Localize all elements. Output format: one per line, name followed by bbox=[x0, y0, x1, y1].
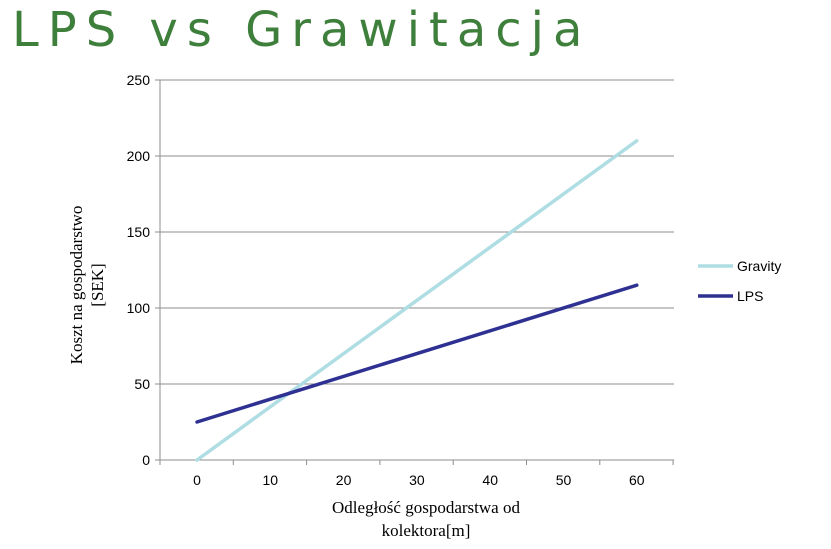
slide-title: LPS vs Grawitacja bbox=[12, 2, 592, 58]
legend-label-gravity: Gravity bbox=[737, 258, 781, 274]
x-axis-title-line: kolektora[m] bbox=[382, 521, 471, 540]
x-axis-title: Odległość gospodarstwa od kolektora[m] bbox=[332, 498, 520, 540]
x-tick-label: 20 bbox=[336, 472, 352, 488]
x-tick-label: 30 bbox=[409, 472, 425, 488]
y-tick-label: 0 bbox=[142, 452, 150, 468]
gridlines bbox=[160, 79, 674, 385]
y-tick-label: 50 bbox=[134, 376, 150, 392]
legend: Gravity LPS bbox=[698, 258, 781, 304]
axes bbox=[155, 79, 674, 465]
y-tick-label: 150 bbox=[127, 224, 151, 240]
x-axis-title-line: Odległość gospodarstwa od bbox=[332, 498, 520, 517]
y-tick-labels: 0 50 100 150 200 250 bbox=[127, 72, 151, 468]
x-tick-label: 10 bbox=[263, 472, 279, 488]
series-lines bbox=[195, 139, 639, 462]
y-tick-label: 200 bbox=[127, 148, 151, 164]
x-tick-label: 60 bbox=[629, 472, 645, 488]
series-line-gravity bbox=[195, 139, 639, 462]
y-axis-title-line: Koszt na gospodarstwo bbox=[67, 206, 86, 365]
series-line-lps bbox=[195, 283, 639, 424]
x-tick-label: 40 bbox=[482, 472, 498, 488]
legend-label-lps: LPS bbox=[737, 288, 763, 304]
x-tick-label: 50 bbox=[556, 472, 572, 488]
x-tick-labels: 0 10 20 30 40 50 60 bbox=[193, 472, 645, 488]
y-axis-title-text: Koszt na gospodarstwo [SEK] bbox=[67, 206, 107, 365]
y-axis-title-line: [SEK] bbox=[88, 263, 107, 306]
y-axis-title: Koszt na gospodarstwo [SEK] bbox=[67, 206, 107, 365]
y-tick-label: 250 bbox=[127, 72, 151, 88]
y-tick-label: 100 bbox=[127, 300, 151, 316]
x-tick-label: 0 bbox=[193, 472, 201, 488]
